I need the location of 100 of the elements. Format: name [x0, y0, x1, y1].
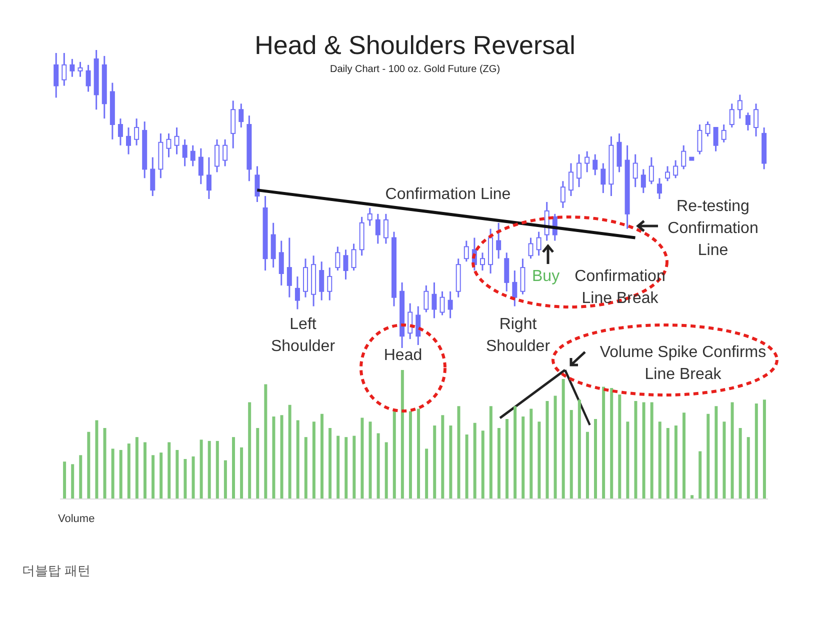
candlestick [278, 240, 284, 286]
bar [208, 440, 211, 499]
bar [650, 402, 654, 499]
bar [111, 448, 114, 499]
bar [63, 462, 66, 499]
bar [433, 425, 436, 499]
candlestick [408, 302, 413, 340]
text: Daily Chart - 100 oz. Gold Future (ZG) [328, 64, 502, 75]
bar [425, 448, 428, 499]
candlestick [70, 58, 75, 78]
bar [497, 428, 500, 499]
candlestick [584, 150, 590, 173]
bar [384, 442, 388, 499]
bar [103, 428, 106, 499]
bar [400, 370, 404, 499]
bar [618, 394, 622, 499]
candlestick [206, 156, 212, 200]
bar [514, 406, 517, 499]
candlestick [648, 156, 654, 185]
bar [152, 455, 155, 499]
bar [417, 408, 420, 499]
candlestick [705, 120, 710, 138]
candlestick [286, 236, 292, 298]
candlestick [754, 102, 759, 138]
bar [570, 410, 573, 499]
bar [457, 406, 460, 499]
candlestick [656, 177, 662, 200]
candlestick [512, 270, 518, 308]
bar [714, 406, 718, 499]
bar [95, 420, 98, 499]
candlestick [665, 165, 670, 182]
candlestick [182, 138, 188, 167]
candlestick [230, 100, 236, 150]
candlestick [737, 94, 742, 120]
bar [192, 456, 195, 499]
bar [280, 415, 284, 499]
chart-title: Head & Shoulders Reversal [254, 30, 576, 61]
candlestick [351, 242, 356, 272]
bar [87, 432, 90, 499]
candlestick [440, 290, 445, 316]
candlestick [222, 138, 228, 167]
candlestick [294, 276, 300, 310]
bar [272, 416, 276, 499]
bar [232, 437, 235, 499]
candlestick [536, 231, 542, 256]
bar [546, 400, 549, 499]
candlestick [118, 118, 123, 146]
bar [562, 379, 565, 499]
bar [216, 440, 219, 499]
annotation: Right Shoulder [484, 315, 552, 357]
candlestick [319, 260, 324, 302]
bar [441, 415, 444, 499]
annotation: Re-testing Confirmation Line [666, 197, 760, 261]
bar [754, 404, 758, 499]
bar [746, 437, 750, 499]
candlestick [383, 213, 388, 244]
candlestick [528, 236, 534, 260]
bar [368, 422, 372, 499]
bar [674, 425, 678, 499]
bar [578, 400, 581, 499]
bar [530, 408, 533, 499]
candlestick [375, 213, 380, 244]
annotation: Left Shoulder [270, 315, 336, 357]
candlestick [681, 144, 686, 170]
bar [312, 422, 316, 499]
candlestick [214, 138, 220, 173]
bar [200, 440, 203, 499]
candlestick [126, 126, 132, 156]
candlestick [697, 124, 702, 156]
candlestick [568, 162, 574, 197]
bar [698, 451, 702, 499]
candlestick [560, 180, 566, 209]
bar [666, 428, 670, 499]
candlestick [134, 118, 140, 146]
bar [489, 406, 492, 499]
candlestick [673, 160, 678, 179]
bar [168, 442, 171, 499]
candlestick [174, 126, 180, 156]
candlestick [327, 266, 332, 302]
candlestick [335, 246, 340, 272]
annotation: Buy [532, 267, 561, 287]
bar [762, 400, 766, 499]
bar [722, 422, 726, 499]
bar [408, 411, 412, 499]
bar [344, 437, 348, 499]
bar [690, 495, 694, 499]
bar [296, 420, 300, 499]
text: Volume [58, 512, 96, 527]
bar [392, 411, 396, 499]
bar [506, 419, 509, 499]
candlestick [745, 112, 750, 132]
candlestick [729, 102, 734, 128]
candlestick [416, 306, 421, 346]
candlestick [367, 207, 372, 227]
candlestick [480, 252, 485, 272]
bar [594, 419, 598, 499]
candlestick [78, 61, 83, 78]
bar [376, 433, 380, 499]
bar [538, 422, 541, 499]
candlestick [166, 132, 172, 158]
